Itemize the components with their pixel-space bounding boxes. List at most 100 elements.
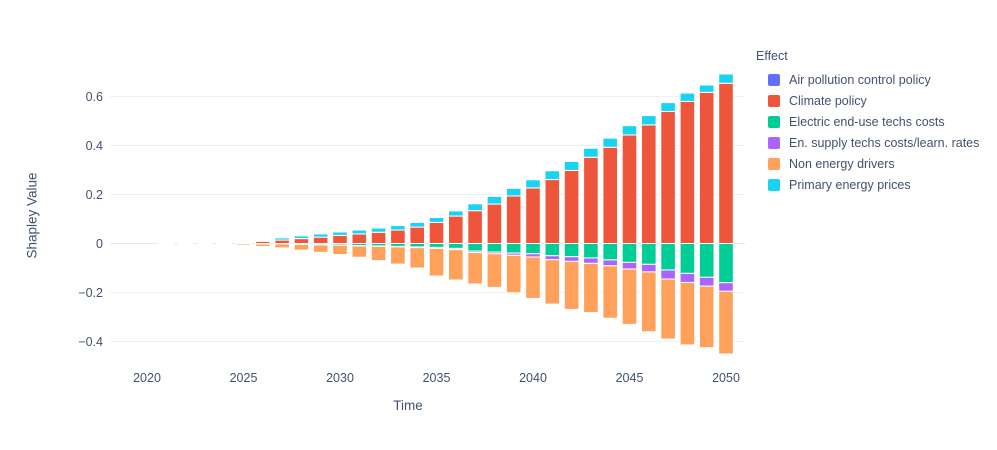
- bar-segment-electric-end-use-techs-costs-2039[interactable]: [505, 243, 522, 254]
- bar-segment-non-energy-drivers-2045[interactable]: [621, 268, 638, 325]
- bar-segment-non-energy-drivers-2048[interactable]: [679, 281, 696, 346]
- bar-segment-non-energy-drivers-2040[interactable]: [525, 256, 541, 299]
- bar-segment-en-supply-techs-costs-learn-rates-2041[interactable]: [544, 255, 561, 261]
- bar-segment-electric-end-use-techs-costs-2042[interactable]: [563, 243, 580, 258]
- bar-segment-primary-energy-prices-2037[interactable]: [467, 203, 483, 212]
- bar-segment-primary-energy-prices-2024[interactable]: [216, 242, 232, 244]
- bar-segment-en-supply-techs-costs-learn-rates-2042[interactable]: [563, 256, 580, 262]
- legend-item-climate-policy[interactable]: Climate policy: [768, 94, 992, 108]
- bar-segment-non-energy-drivers-2036[interactable]: [448, 249, 464, 281]
- bar-segment-non-energy-drivers-2023[interactable]: [197, 243, 213, 245]
- bar-segment-primary-energy-prices-2034[interactable]: [409, 221, 425, 228]
- bar-segment-climate-policy-2033[interactable]: [390, 229, 406, 244]
- bar-segment-non-energy-drivers-2027[interactable]: [274, 243, 290, 249]
- bar-segment-primary-energy-prices-2048[interactable]: [679, 92, 696, 102]
- legend-item-primary-energy-prices[interactable]: Primary energy prices: [768, 178, 992, 192]
- bar-segment-climate-policy-2043[interactable]: [583, 156, 599, 244]
- bar-segment-climate-policy-2029[interactable]: [312, 236, 329, 245]
- bar-segment-non-energy-drivers-2037[interactable]: [467, 252, 483, 285]
- bar-segment-climate-policy-2031[interactable]: [351, 233, 368, 245]
- bar-segment-non-energy-drivers-2050[interactable]: [718, 290, 734, 355]
- bar-segment-primary-energy-prices-2040[interactable]: [525, 179, 541, 189]
- bar-segment-electric-end-use-techs-costs-2037[interactable]: [467, 243, 483, 252]
- bar-segment-primary-energy-prices-2039[interactable]: [505, 187, 522, 197]
- bar-segment-electric-end-use-techs-costs-2038[interactable]: [486, 243, 503, 253]
- bar-segment-non-energy-drivers-2041[interactable]: [544, 259, 561, 305]
- bar-segment-non-energy-drivers-2034[interactable]: [409, 247, 425, 269]
- bar-segment-en-supply-techs-costs-learn-rates-2044[interactable]: [602, 259, 619, 267]
- bar-segment-climate-policy-2038[interactable]: [486, 203, 503, 244]
- bar-segment-climate-policy-2040[interactable]: [525, 187, 541, 244]
- bar-segment-primary-energy-prices-2047[interactable]: [660, 102, 676, 112]
- bar-segment-non-energy-drivers-2039[interactable]: [505, 254, 522, 294]
- bar-segment-climate-policy-2034[interactable]: [409, 226, 425, 245]
- bar-segment-climate-policy-2050[interactable]: [718, 82, 734, 244]
- bar-segment-en-supply-techs-costs-learn-rates-2046[interactable]: [641, 263, 657, 273]
- bar-segment-climate-policy-2027[interactable]: [274, 239, 290, 245]
- legend-item-non-energy-drivers[interactable]: Non energy drivers: [768, 157, 992, 171]
- bar-segment-non-energy-drivers-2026[interactable]: [255, 243, 271, 247]
- bar-segment-primary-energy-prices-2025[interactable]: [235, 241, 252, 244]
- bar-segment-climate-policy-2037[interactable]: [467, 210, 483, 244]
- bar-segment-non-energy-drivers-2029[interactable]: [312, 244, 329, 253]
- bar-segment-electric-end-use-techs-costs-2040[interactable]: [525, 243, 541, 255]
- bar-segment-primary-energy-prices-2042[interactable]: [563, 160, 580, 171]
- bar-segment-electric-end-use-techs-costs-2047[interactable]: [660, 243, 676, 271]
- bar-segment-climate-policy-2047[interactable]: [660, 110, 676, 244]
- bar-segment-primary-energy-prices-2033[interactable]: [390, 225, 406, 231]
- bar-segment-non-energy-drivers-2043[interactable]: [583, 262, 599, 314]
- legend-item-en-supply-techs-costs-learn-rates[interactable]: En. supply techs costs/learn. rates: [768, 136, 992, 150]
- bar-segment-climate-policy-2041[interactable]: [544, 179, 561, 244]
- bar-segment-primary-energy-prices-2038[interactable]: [486, 195, 503, 205]
- bar-segment-climate-policy-2030[interactable]: [332, 234, 348, 244]
- bar-segment-non-energy-drivers-2032[interactable]: [370, 245, 387, 262]
- bar-segment-non-energy-drivers-2035[interactable]: [428, 247, 445, 277]
- legend-item-electric-end-use-techs-costs[interactable]: Electric end-use techs costs: [768, 115, 992, 129]
- bar-segment-primary-energy-prices-2046[interactable]: [641, 115, 657, 126]
- bar-segment-primary-energy-prices-2027[interactable]: [274, 237, 290, 241]
- bar-segment-electric-end-use-techs-costs-2034[interactable]: [409, 243, 425, 248]
- bar-segment-electric-end-use-techs-costs-2036[interactable]: [448, 243, 464, 249]
- bar-segment-electric-end-use-techs-costs-2035[interactable]: [428, 243, 445, 248]
- legend-item-air-pollution-control-policy[interactable]: Air pollution control policy: [768, 73, 992, 87]
- bar-segment-climate-policy-2044[interactable]: [602, 146, 619, 244]
- bar-segment-non-energy-drivers-2024[interactable]: [216, 243, 232, 245]
- bar-segment-electric-end-use-techs-costs-2049[interactable]: [698, 243, 715, 278]
- bar-segment-climate-policy-2042[interactable]: [563, 169, 580, 245]
- bar-segment-electric-end-use-techs-costs-2044[interactable]: [602, 243, 619, 261]
- bar-segment-en-supply-techs-costs-learn-rates-2047[interactable]: [660, 269, 676, 280]
- bar-segment-primary-energy-prices-2050[interactable]: [718, 73, 734, 84]
- bar-segment-climate-policy-2039[interactable]: [505, 195, 522, 244]
- bar-segment-climate-policy-2028[interactable]: [293, 238, 310, 245]
- bar-segment-electric-end-use-techs-costs-2046[interactable]: [641, 243, 657, 265]
- bar-segment-en-supply-techs-costs-learn-rates-2043[interactable]: [583, 257, 599, 264]
- bar-segment-climate-policy-2036[interactable]: [448, 215, 464, 244]
- bar-segment-primary-energy-prices-2032[interactable]: [370, 227, 387, 233]
- bar-segment-electric-end-use-techs-costs-2043[interactable]: [583, 243, 599, 259]
- bar-segment-primary-energy-prices-2031[interactable]: [351, 229, 368, 235]
- bar-segment-electric-end-use-techs-costs-2041[interactable]: [544, 243, 561, 257]
- bar-segment-electric-end-use-techs-costs-2050[interactable]: [718, 243, 734, 284]
- bar-segment-non-energy-drivers-2021[interactable]: [158, 243, 175, 245]
- bar-segment-climate-policy-2032[interactable]: [370, 231, 387, 244]
- bar-segment-primary-energy-prices-2026[interactable]: [255, 239, 271, 242]
- bar-segment-non-energy-drivers-2047[interactable]: [660, 278, 676, 340]
- bar-segment-non-energy-drivers-2031[interactable]: [351, 245, 368, 258]
- bar-segment-primary-energy-prices-2036[interactable]: [448, 210, 464, 217]
- bar-segment-en-supply-techs-costs-learn-rates-2049[interactable]: [698, 276, 715, 287]
- bar-segment-non-energy-drivers-2049[interactable]: [698, 285, 715, 349]
- bar-segment-primary-energy-prices-2035[interactable]: [428, 217, 445, 223]
- bar-segment-non-energy-drivers-2044[interactable]: [602, 265, 619, 319]
- bar-segment-climate-policy-2048[interactable]: [679, 100, 696, 245]
- bar-segment-primary-energy-prices-2030[interactable]: [332, 231, 348, 236]
- bar-segment-climate-policy-2035[interactable]: [428, 221, 445, 244]
- bar-segment-non-energy-drivers-2033[interactable]: [390, 246, 406, 265]
- bar-segment-electric-end-use-techs-costs-2048[interactable]: [679, 243, 696, 274]
- bar-segment-non-energy-drivers-2025[interactable]: [235, 243, 252, 246]
- bar-segment-en-supply-techs-costs-learn-rates-2045[interactable]: [621, 261, 638, 270]
- bar-segment-primary-energy-prices-2043[interactable]: [583, 147, 599, 158]
- bar-segment-climate-policy-2046[interactable]: [641, 124, 657, 244]
- bar-segment-primary-energy-prices-2045[interactable]: [621, 125, 638, 136]
- bar-segment-primary-energy-prices-2041[interactable]: [544, 170, 561, 181]
- bar-segment-non-energy-drivers-2028[interactable]: [293, 243, 310, 251]
